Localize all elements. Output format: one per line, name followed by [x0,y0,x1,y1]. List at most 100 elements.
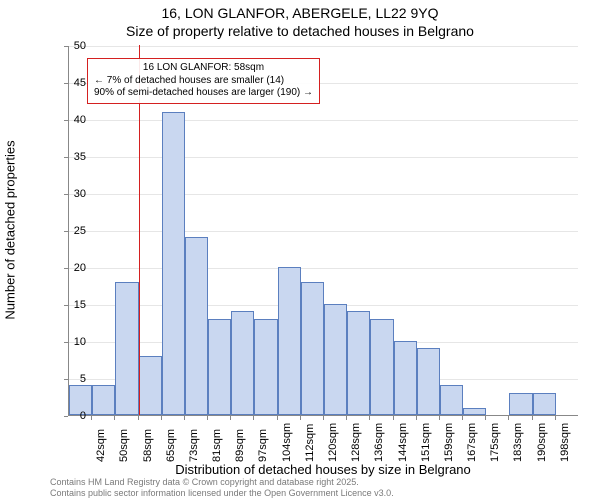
y-tick-label: 0 [68,410,86,422]
x-tick-mark [277,416,278,420]
y-tick-mark [64,83,68,84]
gridline [69,194,578,195]
y-tick-label: 45 [68,77,86,89]
credit-line-1: Contains HM Land Registry data © Crown c… [50,477,394,487]
x-tick-mark [369,416,370,420]
x-tick-label: 120sqm [327,423,339,462]
y-tick-label: 10 [68,336,86,348]
x-tick-label: 104sqm [281,423,293,462]
y-tick-mark [64,194,68,195]
annotation-line: 90% of semi-detached houses are larger (… [94,87,313,100]
x-tick-mark [184,416,185,420]
y-tick-mark [64,157,68,158]
chart-container: 16, LON GLANFOR, ABERGELE, LL22 9YQ Size… [0,0,600,500]
x-tick-label: 112sqm [304,424,316,462]
x-tick-label: 73sqm [188,429,200,462]
gridline [69,46,578,47]
x-tick-label: 167sqm [466,423,478,462]
y-tick-label: 5 [68,373,86,385]
x-tick-label: 151sqm [420,423,432,462]
histogram-bar [324,304,347,415]
gridline [69,120,578,121]
y-tick-mark [64,120,68,121]
y-axis-label: Number of detached properties [3,140,18,319]
x-tick-label: 136sqm [373,423,385,462]
x-tick-mark [555,416,556,420]
x-tick-mark [462,416,463,420]
gridline [69,268,578,269]
histogram-bar [92,385,115,415]
histogram-bar [139,356,162,415]
y-tick-mark [64,416,68,417]
x-tick-label: 81sqm [211,429,223,462]
x-tick-mark [532,416,533,420]
x-tick-mark [207,416,208,420]
histogram-bar [417,348,440,415]
title-line-2: Size of property relative to detached ho… [0,22,600,40]
annotation-line: ← 7% of detached houses are smaller (14) [94,75,313,88]
histogram-bar [509,393,532,415]
y-tick-label: 50 [68,40,86,52]
x-tick-mark [161,416,162,420]
gridline [69,231,578,232]
x-tick-label: 50sqm [118,429,130,462]
y-tick-mark [64,268,68,269]
x-tick-label: 65sqm [165,429,177,462]
x-tick-label: 144sqm [397,423,409,462]
y-tick-label: 30 [68,188,86,200]
histogram-bar [533,393,556,415]
x-tick-mark [91,416,92,420]
histogram-bar [347,311,370,415]
x-tick-mark [253,416,254,420]
x-tick-label: 89sqm [234,429,246,462]
x-tick-label: 128sqm [350,423,362,462]
histogram-bar [370,319,393,415]
histogram-bar [254,319,277,415]
y-tick-label: 25 [68,225,86,237]
x-tick-mark [393,416,394,420]
histogram-bar [301,282,324,415]
x-tick-mark [300,416,301,420]
x-tick-label: 58sqm [142,429,154,462]
plot-area: 16 LON GLANFOR: 58sqm← 7% of detached ho… [68,46,578,416]
y-tick-label: 40 [68,114,86,126]
histogram-bar [185,237,208,415]
annotation-line: 16 LON GLANFOR: 58sqm [94,62,313,75]
y-tick-label: 35 [68,151,86,163]
x-tick-mark [138,416,139,420]
histogram-bar [463,408,486,415]
x-tick-mark [230,416,231,420]
title-line-1: 16, LON GLANFOR, ABERGELE, LL22 9YQ [0,4,600,22]
x-tick-mark [439,416,440,420]
x-axis-label: Distribution of detached houses by size … [68,462,578,477]
x-tick-label: 183sqm [512,423,524,462]
annotation-box: 16 LON GLANFOR: 58sqm← 7% of detached ho… [87,58,320,104]
x-tick-mark [323,416,324,420]
x-tick-label: 42sqm [95,429,107,462]
histogram-bar [115,282,138,415]
x-tick-mark [508,416,509,420]
histogram-bar [231,311,254,415]
x-tick-label: 190sqm [536,423,548,462]
x-tick-label: 198sqm [559,423,571,462]
y-tick-label: 20 [68,262,86,274]
histogram-bar [278,267,301,415]
y-tick-mark [64,46,68,47]
x-tick-mark [485,416,486,420]
histogram-bar [440,385,463,415]
x-tick-mark [416,416,417,420]
y-tick-mark [64,305,68,306]
x-tick-mark [114,416,115,420]
histogram-bar [162,112,185,415]
credit-text: Contains HM Land Registry data © Crown c… [50,477,394,498]
histogram-bar [208,319,231,415]
x-tick-label: 97sqm [257,429,269,462]
y-tick-mark [64,342,68,343]
y-tick-label: 15 [68,299,86,311]
x-tick-label: 159sqm [443,423,455,462]
y-tick-mark [64,379,68,380]
gridline [69,157,578,158]
x-tick-mark [346,416,347,420]
x-tick-label: 175sqm [489,423,501,462]
y-tick-mark [64,231,68,232]
